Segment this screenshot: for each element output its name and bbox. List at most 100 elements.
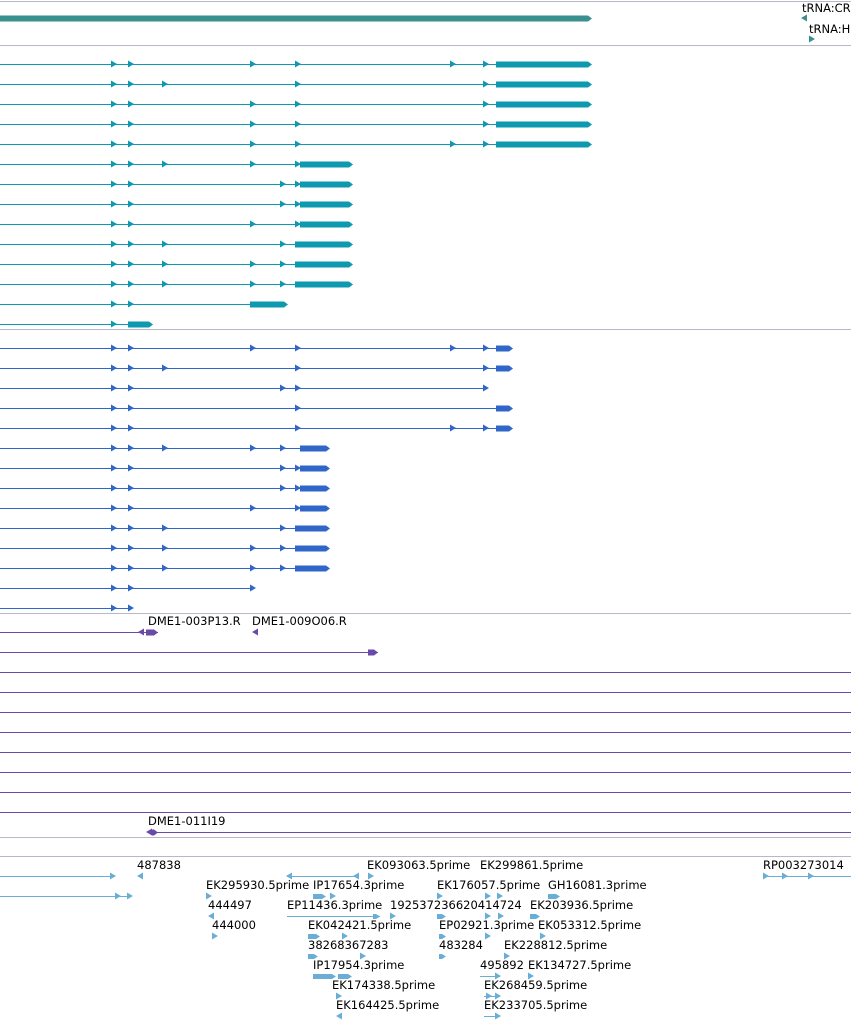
cds-exon-block (308, 934, 320, 939)
cds-exon-block (295, 545, 330, 552)
cds-exon-block (313, 894, 326, 899)
exon-boundary-marker (128, 100, 134, 108)
est-label[interactable]: IP17954.3prime (313, 958, 405, 972)
est-label[interactable]: EK042421.5prime (308, 918, 412, 932)
cds-exon-block (338, 974, 352, 979)
est-label[interactable]: 444000 (212, 918, 256, 932)
exon-boundary-marker (450, 140, 456, 148)
exon-boundary-marker (495, 972, 501, 980)
est-label[interactable]: EK176057.5prime (437, 878, 541, 892)
exon-boundary-marker (111, 320, 117, 328)
exon-boundary-marker (111, 200, 117, 208)
exon-boundary-marker (336, 992, 342, 1000)
trna-label[interactable]: tRNA:H (809, 22, 851, 36)
est-label[interactable]: EK295930.5prime (206, 878, 310, 892)
cds-exon-block (308, 954, 318, 959)
exon-boundary-marker (801, 14, 807, 22)
exon-boundary-marker (250, 544, 256, 552)
est-label[interactable]: 38268367283 (308, 938, 389, 952)
exon-boundary-marker (504, 952, 510, 960)
exon-boundary-marker (111, 60, 117, 68)
est-label[interactable]: EK164425.5prime (336, 998, 440, 1012)
est-label[interactable]: 483284 (439, 938, 483, 952)
est-label[interactable]: EK233705.5prime (484, 998, 588, 1012)
exon-boundary-marker (483, 80, 489, 88)
cds-exon-block (300, 201, 353, 208)
exon-boundary-marker (111, 604, 117, 612)
exon-boundary-marker (111, 404, 117, 412)
exon-boundary-marker (250, 564, 256, 572)
exon-boundary-marker (111, 584, 117, 592)
exon-boundary-marker (280, 240, 286, 248)
cds-exon-block (496, 61, 592, 68)
exon-boundary-marker (295, 404, 301, 412)
exon-boundary-marker (483, 100, 489, 108)
est-label[interactable]: EK228812.5prime (504, 938, 608, 952)
est-label[interactable]: IP17654.3prime (313, 878, 405, 892)
exon-boundary-marker (128, 444, 134, 452)
cds-exon-block (295, 241, 353, 248)
exon-boundary-marker (483, 424, 489, 432)
exon-boundary-marker (162, 364, 168, 372)
cds-exon-block (128, 321, 153, 328)
exon-boundary-marker (162, 80, 168, 88)
exon-boundary-marker (250, 100, 256, 108)
cds-exon-block (439, 934, 446, 939)
exon-boundary-marker (286, 872, 292, 880)
exon-boundary-marker (250, 344, 256, 352)
est-label[interactable]: 444497 (208, 898, 252, 912)
est-label[interactable]: 495892 (480, 958, 524, 972)
est-label[interactable]: GH16081.3prime (548, 878, 647, 892)
cds-exon-block (437, 914, 446, 919)
est-label[interactable]: EK093063.5prime (367, 858, 471, 872)
bac-end-label[interactable]: DME1-011I19 (148, 814, 226, 828)
exon-boundary-marker (295, 120, 301, 128)
exon-boundary-marker (111, 240, 117, 248)
est-label[interactable]: EK203936.5prime (530, 898, 634, 912)
est-label[interactable]: EP11436.3prime (287, 898, 383, 912)
exon-boundary-marker (280, 444, 286, 452)
cds-exon-block (496, 121, 592, 128)
exon-boundary-marker (336, 1012, 342, 1020)
exon-boundary-marker (111, 444, 117, 452)
exon-boundary-marker (128, 80, 134, 88)
exon-boundary-marker (295, 220, 301, 228)
est-label[interactable]: RP003273014 (763, 858, 844, 872)
exon-boundary-marker (111, 504, 117, 512)
est-label[interactable]: EK174338.5prime (332, 978, 436, 992)
exon-boundary-marker (495, 1012, 501, 1020)
est-label[interactable]: EP02921.3prime (439, 918, 535, 932)
cds-exon-block (300, 485, 330, 492)
exon-boundary-marker (280, 384, 286, 392)
trna-label[interactable]: tRNA:CR (802, 1, 851, 15)
cds-exon-block (548, 894, 560, 899)
exon-boundary-marker (280, 260, 286, 268)
est-label[interactable]: EK053312.5prime (538, 918, 642, 932)
bac-end-label[interactable]: DME1-009O06.R (252, 614, 347, 628)
exon-boundary-marker (295, 100, 301, 108)
est-label[interactable]: EK134727.5prime (528, 958, 632, 972)
cds-exon-block (496, 81, 592, 88)
exon-boundary-marker (485, 932, 491, 940)
cds-exon-block (496, 101, 592, 108)
exon-boundary-marker (809, 35, 815, 43)
exon-boundary-marker (128, 424, 134, 432)
exon-boundary-marker (128, 200, 134, 208)
cds-exon-block (368, 649, 378, 656)
est-label[interactable]: 487838 (137, 858, 181, 872)
cds-exon-block (146, 629, 158, 636)
exon-boundary-marker (295, 180, 301, 188)
est-label[interactable]: EK299861.5prime (480, 858, 584, 872)
exon-boundary-marker (353, 872, 359, 880)
exon-boundary-marker (360, 952, 366, 960)
bac-end-label[interactable]: DME1-003P13.R (148, 614, 241, 628)
exon-boundary-marker (390, 912, 396, 920)
exon-boundary-marker (111, 464, 117, 472)
exon-boundary-marker (162, 564, 168, 572)
est-label[interactable]: EK268459.5prime (484, 978, 588, 992)
exon-boundary-marker (763, 872, 769, 880)
exon-boundary-marker (128, 140, 134, 148)
est-label[interactable]: 192537236620414724 (390, 898, 522, 912)
cds-exon-block (300, 161, 353, 168)
